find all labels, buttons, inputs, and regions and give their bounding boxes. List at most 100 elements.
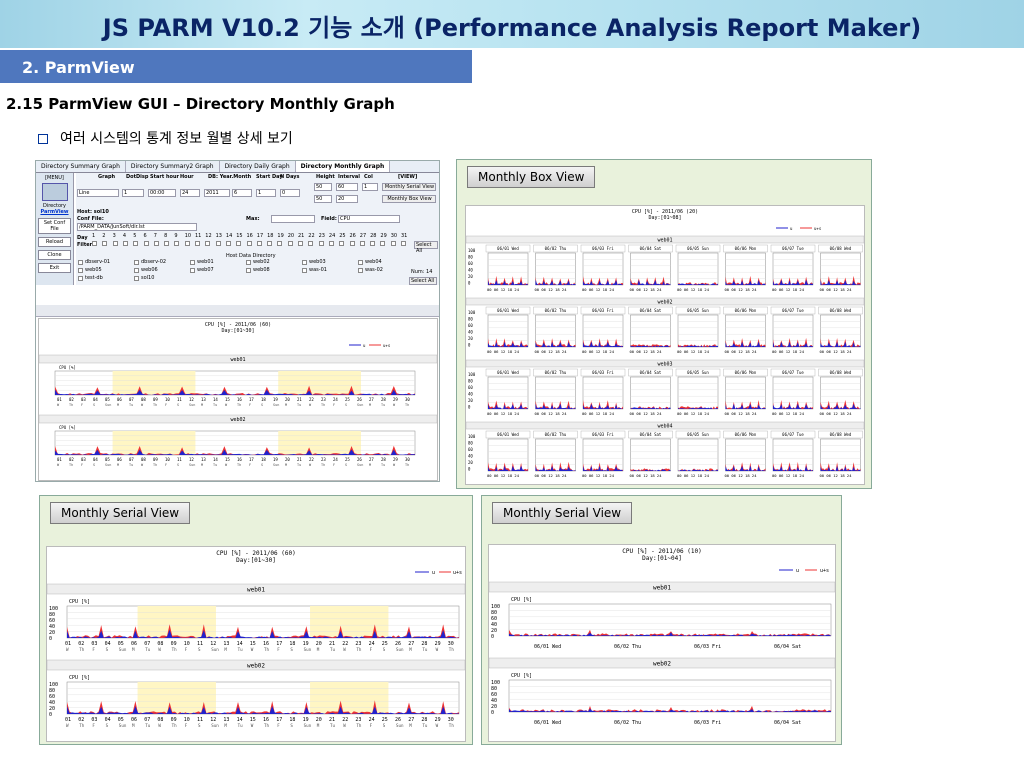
ndays-select[interactable]: 0 <box>280 189 300 197</box>
day-number: 24 <box>328 233 336 239</box>
start-hour-select[interactable]: 00:00 <box>148 189 176 197</box>
set-conf-button[interactable]: Set Conf File <box>38 218 71 234</box>
day-label: 06/06 Mon <box>735 246 757 251</box>
day-number: 10 <box>184 233 192 239</box>
day-checkbox[interactable] <box>267 241 273 246</box>
tab-directory-daily[interactable]: Directory Daily Graph <box>220 161 296 172</box>
day-checkbox[interactable] <box>164 241 170 246</box>
month-select[interactable]: 6 <box>232 189 252 197</box>
select-all-hosts-button[interactable]: Select All <box>409 277 437 285</box>
host-checkbox[interactable] <box>78 260 83 265</box>
height-select-2[interactable]: 50 <box>314 195 332 203</box>
day-checkbox[interactable] <box>122 241 128 246</box>
day-checkbox[interactable] <box>328 241 334 246</box>
conf-file-select[interactable]: /PARM_DATA/JunSoft/dir.lst <box>77 223 197 231</box>
host-checkbox[interactable] <box>190 268 195 273</box>
start-day-select[interactable]: 1 <box>256 189 276 197</box>
day-checkbox[interactable] <box>225 241 231 246</box>
day-checkbox[interactable] <box>370 241 376 246</box>
hour-select[interactable]: 24 <box>180 189 200 197</box>
series-u <box>773 279 813 285</box>
day-checkbox[interactable] <box>401 241 406 246</box>
field-select[interactable]: CPU <box>338 215 400 223</box>
interval-select[interactable]: 60 <box>336 183 358 191</box>
day-tick: 19 <box>303 717 309 723</box>
interval-select-2[interactable]: 20 <box>336 195 358 203</box>
host-checkbox[interactable] <box>78 268 83 273</box>
day-checkbox[interactable] <box>133 241 139 246</box>
directory-icon[interactable] <box>41 183 68 201</box>
host-checkbox[interactable] <box>358 268 363 273</box>
day-label: 06/01 Wed <box>497 246 519 251</box>
year-select[interactable]: 2011 <box>204 189 230 197</box>
day-checkbox[interactable] <box>308 241 314 246</box>
day-checkbox[interactable] <box>195 241 200 246</box>
clone-button[interactable]: Clone <box>38 250 71 260</box>
day-checkbox[interactable] <box>112 241 118 246</box>
reload-button[interactable]: Reload <box>38 237 71 247</box>
host-checkbox[interactable] <box>302 260 307 265</box>
host-checkbox[interactable] <box>302 268 307 273</box>
tab-directory-summary[interactable]: Directory Summary Graph <box>36 161 126 172</box>
tab-directory-summary2[interactable]: Directory Summary2 Graph <box>126 161 220 172</box>
host-checkbox[interactable] <box>246 260 251 265</box>
day-tick: 08 <box>157 717 163 723</box>
host-header-bar <box>489 657 835 669</box>
day-checkbox[interactable] <box>205 241 211 246</box>
col-select[interactable]: 1 <box>362 183 378 191</box>
plot-frame <box>535 314 576 348</box>
select-all-days-button[interactable]: Select All <box>414 241 438 254</box>
y-tick: 40 <box>468 454 473 459</box>
host-checkbox[interactable] <box>246 268 251 273</box>
host-name: dbserv-01 <box>85 259 111 265</box>
day-checkbox[interactable] <box>184 241 190 246</box>
dotdisp-select[interactable]: 1 <box>122 189 144 197</box>
day-checkbox[interactable] <box>215 241 221 246</box>
host-checkbox[interactable] <box>78 276 83 281</box>
day-checkbox[interactable] <box>153 241 159 246</box>
day-checkbox[interactable] <box>339 241 345 246</box>
host-header-bar <box>47 659 465 671</box>
day-number: 30 <box>390 233 398 239</box>
day-checkbox[interactable] <box>256 241 262 246</box>
host-name: web01 <box>653 585 671 592</box>
day-checkbox[interactable] <box>236 241 242 246</box>
exit-button[interactable]: Exit <box>38 263 71 273</box>
control-header: Start Day <box>256 174 283 180</box>
x-ticks: 00 06 12 18 24 <box>535 473 568 478</box>
tab-directory-monthly[interactable]: Directory Monthly Graph <box>295 161 391 172</box>
day-checkbox[interactable] <box>102 241 108 246</box>
day-tick: 29 <box>435 717 441 723</box>
max-input[interactable] <box>271 215 315 223</box>
host-checkbox[interactable] <box>190 260 195 265</box>
day-checkbox[interactable] <box>298 241 303 246</box>
day-cell-header <box>485 368 531 377</box>
day-checkbox[interactable] <box>143 241 149 246</box>
day-checkbox[interactable] <box>287 241 293 246</box>
host-checkbox[interactable] <box>134 276 139 281</box>
day-tick: 22 <box>309 457 314 462</box>
weekday-tick: M <box>224 647 227 652</box>
parmview-link[interactable]: ParmView <box>40 209 69 215</box>
day-checkbox[interactable] <box>390 241 396 246</box>
host-checkbox[interactable] <box>358 260 363 265</box>
day-checkbox[interactable] <box>277 241 283 246</box>
weekday-tick: Sun <box>119 647 127 652</box>
host-checkbox[interactable] <box>134 260 139 265</box>
day-checkbox[interactable] <box>174 241 180 246</box>
day-checkbox[interactable] <box>246 241 252 246</box>
day-checkbox[interactable] <box>380 241 386 246</box>
host-checkbox[interactable] <box>134 268 139 273</box>
monthly-serial-view-button[interactable]: Monthly Serial View <box>382 183 436 191</box>
day-checkbox[interactable] <box>92 241 97 246</box>
day-label: 06/02 Thu <box>545 308 567 313</box>
day-checkbox[interactable] <box>359 241 365 246</box>
day-checkbox[interactable] <box>318 241 324 246</box>
monthly-box-view-button[interactable]: Monthly Box View <box>382 195 436 203</box>
graph-select[interactable]: Line <box>77 189 119 197</box>
height-select[interactable]: 50 <box>314 183 332 191</box>
day-checkbox[interactable] <box>349 241 355 246</box>
day-tick: 10 <box>184 717 190 723</box>
y-tick: 40 <box>49 700 55 706</box>
